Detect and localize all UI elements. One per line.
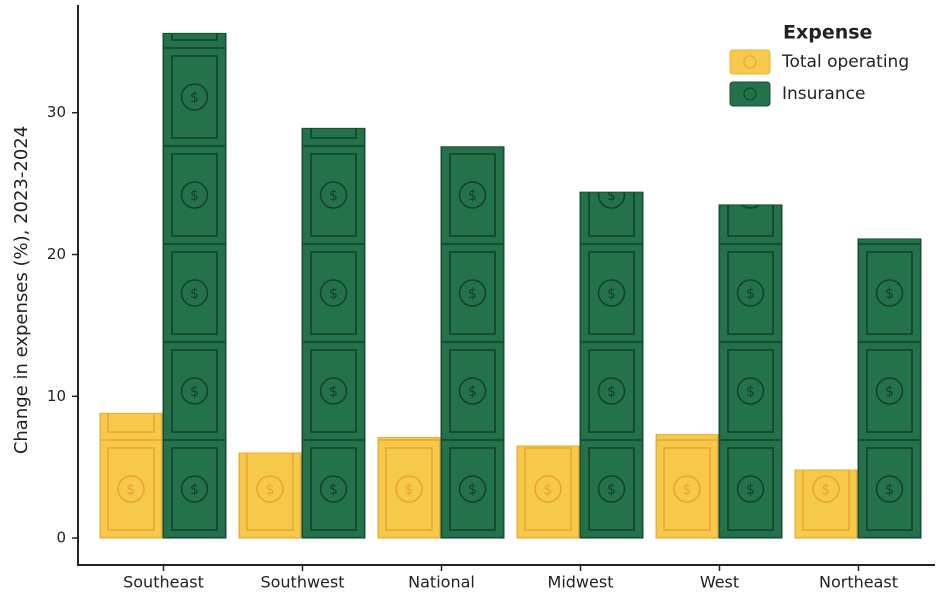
legend-swatch-icon — [743, 87, 757, 101]
x-tick-label: Southwest — [260, 573, 344, 592]
legend-label: Total operating — [781, 52, 909, 72]
bar — [718, 204, 783, 539]
y-tick-label: 20 — [47, 245, 66, 263]
y-tick-label: 10 — [47, 387, 66, 405]
bar — [794, 469, 858, 539]
bar — [516, 445, 580, 539]
bar — [238, 452, 302, 539]
legend-title: Expense — [783, 22, 872, 44]
bar — [99, 412, 163, 539]
y-tick-label: 30 — [47, 103, 66, 121]
bar — [579, 191, 644, 539]
legend-swatch-icon — [743, 55, 757, 69]
x-tick-label: National — [408, 573, 475, 592]
bar — [162, 32, 227, 539]
bar — [440, 146, 505, 539]
legend-swatch — [729, 81, 771, 107]
x-tick-label: Northeast — [819, 573, 898, 592]
x-tick-label: West — [700, 573, 739, 592]
x-tick-label: Southeast — [123, 573, 204, 592]
bar — [377, 436, 441, 539]
bar — [301, 127, 366, 539]
legend-swatch — [729, 49, 771, 75]
x-tick-label: Midwest — [548, 573, 614, 592]
bar — [857, 238, 922, 539]
y-tick-label: 0 — [56, 529, 66, 547]
bar — [655, 434, 719, 539]
legend-label: Insurance — [782, 84, 865, 104]
y-axis-label: Change in expenses (%), 2023-2024 — [11, 126, 32, 454]
